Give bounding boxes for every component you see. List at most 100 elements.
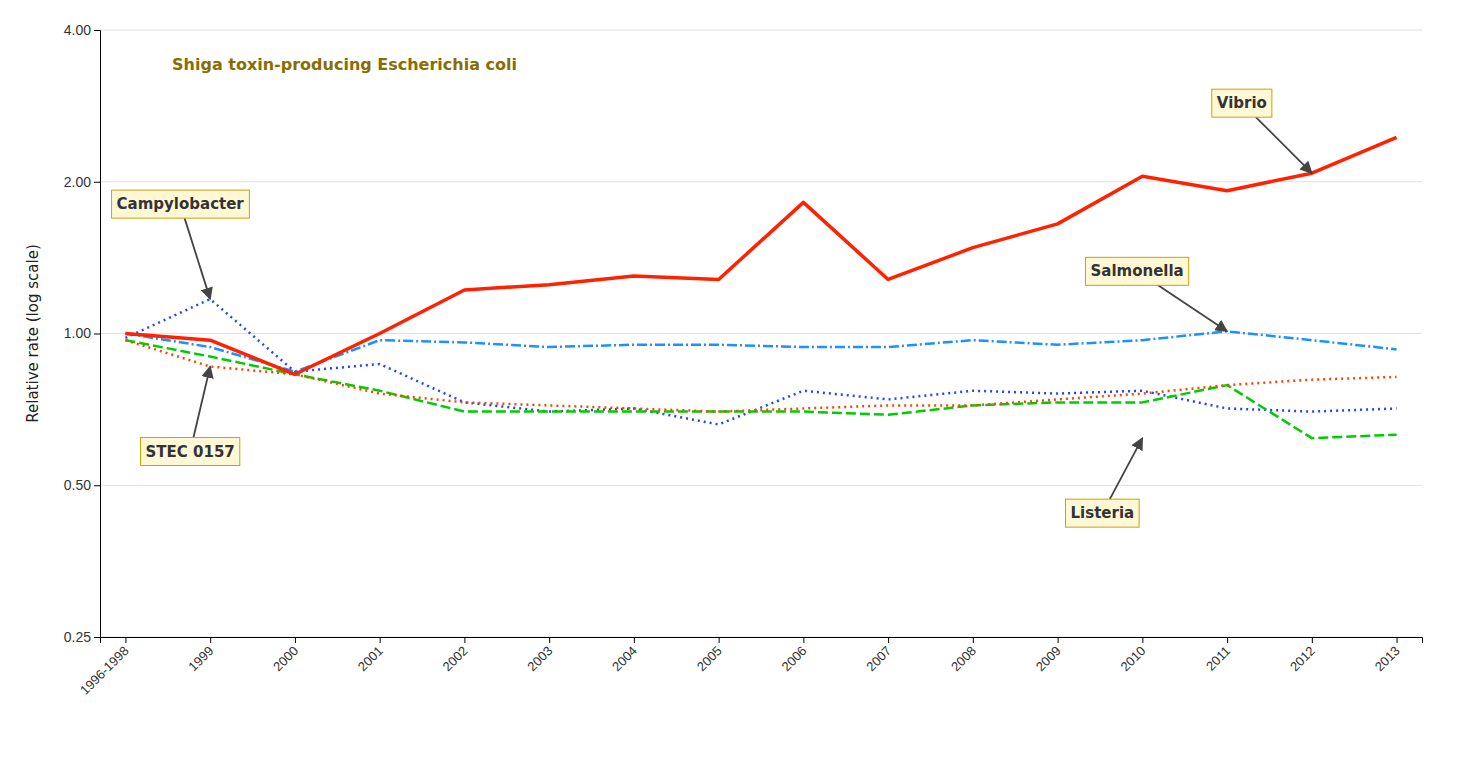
x-axis: 1996-1998 1999 2000 2001 2002 2003 2004 2005 200… [77, 637, 1422, 698]
annotation-arrow [1256, 117, 1312, 173]
series-line [125, 340, 1396, 411]
x-tick-mark [295, 637, 296, 643]
x-tick-mark [464, 637, 465, 643]
y-axis: 0.25 0.50 1.00 2.00 4.00 [64, 22, 101, 645]
y-tick-label: 4.00 [64, 22, 91, 38]
x-tick-label: 2001 [355, 643, 386, 674]
x-tick: 2002 [440, 637, 471, 674]
annotation-box [112, 190, 250, 218]
annotation-box [1212, 89, 1272, 117]
x-tick-mark [380, 637, 381, 643]
annotation-arrow [193, 367, 210, 438]
annotation-label: Campylobacter [117, 195, 245, 213]
x-axis-line [101, 638, 1423, 644]
annotation-label: Vibrio [1217, 94, 1267, 112]
annotation-label: Listeria [1071, 504, 1135, 522]
x-tick: 2012 [1287, 637, 1318, 674]
x-tick-label: 2011 [1203, 643, 1233, 673]
annotation-box [141, 438, 240, 466]
y-tick-label: 0.25 [64, 629, 91, 645]
y-tick: 0.50 [64, 477, 100, 493]
x-tick-mark [888, 637, 889, 643]
annotation-arrow [1110, 438, 1143, 499]
x-tick-mark [803, 637, 804, 643]
annotation-label: STEC 0157 [146, 443, 235, 461]
x-tick-mark [1142, 637, 1143, 643]
x-tick-label: 2002 [440, 643, 471, 674]
x-tick-label: 2013 [1372, 643, 1403, 674]
annotation-label: Salmonella [1090, 262, 1183, 280]
y-tick: 4.00 [64, 22, 100, 38]
x-tick-label: 1999 [185, 643, 216, 674]
grid-line [100, 30, 1422, 31]
grid-line [100, 181, 1422, 182]
y-tick: 2.00 [64, 174, 100, 190]
y-axis-title: Relative rate (log scale) [24, 244, 42, 422]
x-tick: 2001 [355, 637, 386, 674]
annotation: Listeria [1066, 438, 1143, 527]
y-tick: 0.25 [64, 629, 100, 645]
x-tick-mark [1397, 637, 1398, 643]
x-tick-mark [973, 637, 974, 643]
grid [100, 30, 1422, 637]
annotation-box [1066, 499, 1140, 527]
x-tick-mark [719, 637, 720, 643]
x-tick-label: 2007 [863, 643, 894, 674]
x-tick: 2008 [948, 637, 979, 674]
series-line [125, 137, 1396, 374]
y-tick-label: 2.00 [64, 174, 91, 190]
x-tick: 2007 [863, 637, 894, 674]
y-tick-mark [94, 485, 100, 486]
x-tick: 2000 [270, 637, 301, 674]
annotation-text: Shiga toxin-producing Escherichia coli [172, 55, 517, 74]
y-tick-mark [94, 182, 100, 183]
x-tick: 1996-1998 [77, 637, 132, 698]
x-tick: 2010 [1118, 637, 1149, 674]
x-tick-mark [1227, 637, 1228, 643]
y-axis-line [94, 31, 101, 638]
y-tick-label: 0.50 [64, 477, 91, 493]
x-tick: 2006 [779, 637, 810, 674]
y-tick-mark [94, 334, 100, 335]
grid-line [100, 485, 1422, 486]
annotation-box [1085, 257, 1188, 285]
x-tick-mark [1312, 637, 1313, 643]
annotation: Campylobacter [112, 190, 250, 299]
annotation: STEC 0157 [141, 367, 240, 466]
x-tick-label: 2006 [779, 643, 810, 674]
x-tick-label: 2008 [948, 643, 979, 674]
annotations: Shiga toxin-producing Escherichia coli Vi… [112, 55, 1312, 527]
annotation-arrow [1158, 285, 1227, 331]
x-tick-label: 2004 [609, 643, 640, 674]
plot-area [125, 137, 1396, 438]
x-tick: 2011 [1203, 637, 1233, 674]
x-tick-mark [549, 637, 550, 643]
y-tick: 1.00 [64, 325, 100, 341]
x-tick-label: 2009 [1033, 643, 1064, 674]
y-tick-label: 1.00 [64, 325, 91, 341]
grid-line [100, 333, 1422, 334]
annotation: Vibrio [1212, 89, 1312, 173]
x-tick-label: 1996-1998 [77, 643, 132, 698]
chart: 1996-1998 1999 2000 2001 2002 2003 2004 2005 200… [0, 0, 1462, 757]
x-tick: 2013 [1372, 637, 1403, 674]
x-tick: 2004 [609, 637, 640, 674]
x-tick-label: 2005 [694, 643, 725, 674]
x-tick-mark [210, 637, 211, 643]
x-tick-label: 2000 [270, 643, 301, 674]
annotation: Salmonella [1085, 257, 1227, 331]
x-tick-mark [125, 637, 126, 643]
x-tick: 1999 [185, 637, 216, 674]
x-tick-label: 2012 [1287, 643, 1318, 674]
x-tick-label: 2003 [524, 643, 555, 674]
series-line [125, 340, 1396, 438]
x-tick: 2005 [694, 637, 725, 674]
x-tick-label: 2010 [1118, 643, 1149, 674]
y-tick-mark [94, 30, 100, 31]
y-tick-mark [94, 637, 100, 638]
annotation-arrow [185, 218, 211, 299]
x-tick-mark [1058, 637, 1059, 643]
x-tick-mark [634, 637, 635, 643]
x-tick: 2009 [1033, 637, 1064, 674]
x-tick: 2003 [524, 637, 555, 674]
